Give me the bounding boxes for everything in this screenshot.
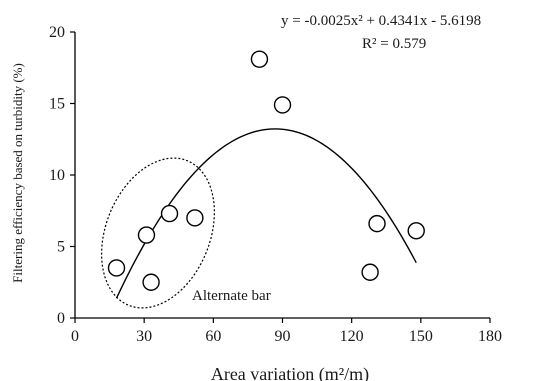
data-point bbox=[142, 273, 160, 291]
r-squared-label: R² = 0.579 bbox=[362, 36, 426, 52]
data-point bbox=[160, 204, 179, 223]
x-axis-title: Area variation (m²/m) bbox=[211, 364, 369, 381]
data-point bbox=[273, 96, 292, 114]
x-tick-label: 60 bbox=[205, 328, 221, 345]
x-tick-label: 30 bbox=[136, 328, 152, 345]
data-point bbox=[250, 50, 269, 68]
x-tick-label: 120 bbox=[340, 328, 364, 345]
alternate-bar-ellipse bbox=[101, 157, 215, 309]
y-tick-label: 15 bbox=[49, 96, 65, 113]
y-tick-label: 20 bbox=[49, 24, 65, 41]
data-point bbox=[107, 259, 126, 277]
y-tick-label: 5 bbox=[57, 239, 65, 256]
data-point bbox=[186, 209, 204, 227]
y-ticks: 0 5 10 15 20 bbox=[49, 24, 75, 327]
data-points bbox=[107, 50, 425, 291]
trendline-equation: y = -0.0025x² + 0.4341x - 5.6198 bbox=[281, 13, 481, 29]
alternate-bar-label: Alternate bar bbox=[192, 288, 271, 304]
x-tick-label: 0 bbox=[71, 328, 79, 345]
data-point bbox=[361, 263, 379, 281]
x-tick-label: 180 bbox=[478, 328, 502, 345]
data-point bbox=[368, 214, 386, 233]
data-point bbox=[407, 222, 425, 240]
x-ticks: 0 30 60 90 120 150 180 bbox=[71, 318, 502, 345]
y-tick-label: 0 bbox=[57, 310, 65, 327]
data-point bbox=[137, 226, 156, 244]
y-tick-label: 10 bbox=[49, 167, 65, 184]
x-tick-label: 150 bbox=[409, 328, 433, 345]
x-tick-label: 90 bbox=[275, 328, 291, 345]
y-axis-title: Filtering efficiency based on turbidity … bbox=[10, 63, 25, 283]
